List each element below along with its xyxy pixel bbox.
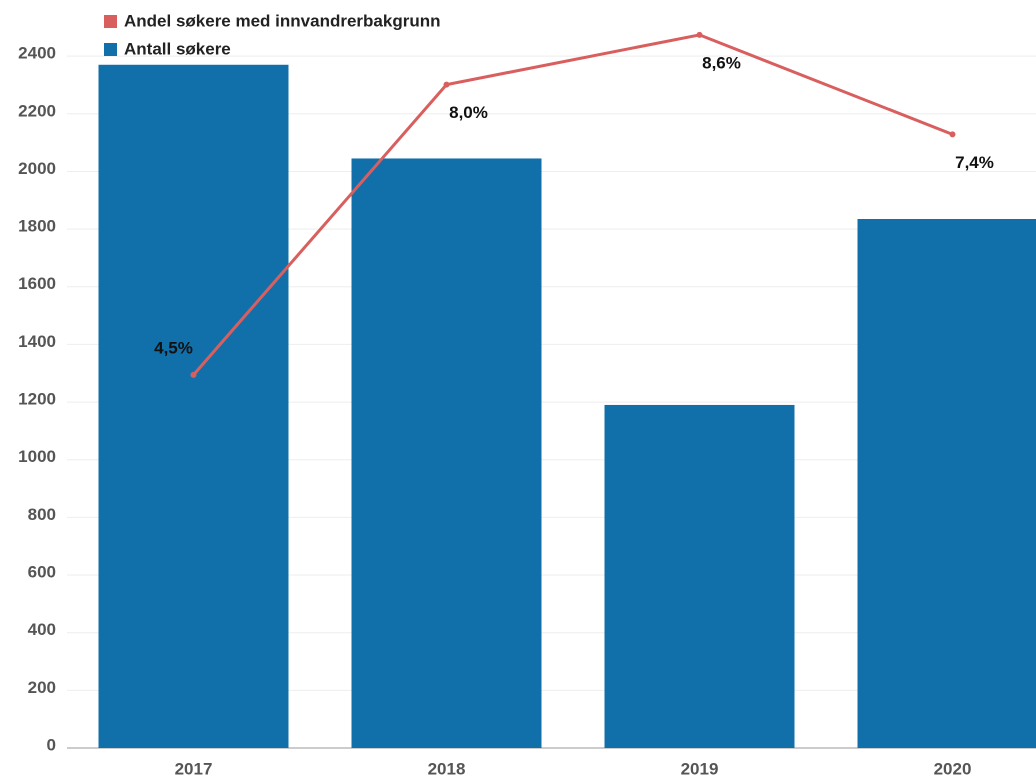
line-point — [190, 371, 197, 378]
data-label: 8,6% — [702, 53, 741, 72]
line-point — [696, 31, 703, 38]
y-tick-label: 200 — [28, 678, 56, 697]
line-point — [949, 131, 956, 138]
y-tick-label: 800 — [28, 505, 56, 524]
y-tick-label: 2400 — [18, 44, 56, 63]
y-tick-label: 0 — [47, 735, 56, 754]
y-tick-label: 2000 — [18, 159, 56, 178]
y-tick-label: 1800 — [18, 217, 56, 236]
y-tick-label: 400 — [28, 620, 56, 639]
x-tick-label: 2020 — [934, 759, 972, 778]
data-label: 4,5% — [154, 338, 193, 357]
y-tick-label: 1400 — [18, 332, 56, 351]
legend-label: Andel søkere med innvandrerbakgrunn — [124, 11, 440, 30]
bar — [98, 64, 289, 748]
data-label: 7,4% — [955, 153, 994, 172]
x-tick-label: 2019 — [681, 759, 719, 778]
data-label: 8,0% — [449, 103, 488, 122]
bar — [857, 219, 1036, 748]
y-tick-label: 1200 — [18, 390, 56, 409]
y-tick-label: 600 — [28, 563, 56, 582]
legend-label: Antall søkere — [124, 39, 231, 58]
y-tick-label: 1600 — [18, 274, 56, 293]
legend-swatch — [104, 15, 117, 28]
bar — [604, 404, 795, 748]
x-tick-label: 2017 — [175, 759, 213, 778]
bar — [351, 158, 542, 748]
y-tick-label: 1000 — [18, 447, 56, 466]
line — [192, 33, 954, 376]
line-point — [443, 81, 450, 88]
x-tick-label: 2018 — [428, 759, 466, 778]
legend-swatch — [104, 43, 117, 56]
y-tick-label: 2200 — [18, 101, 56, 120]
